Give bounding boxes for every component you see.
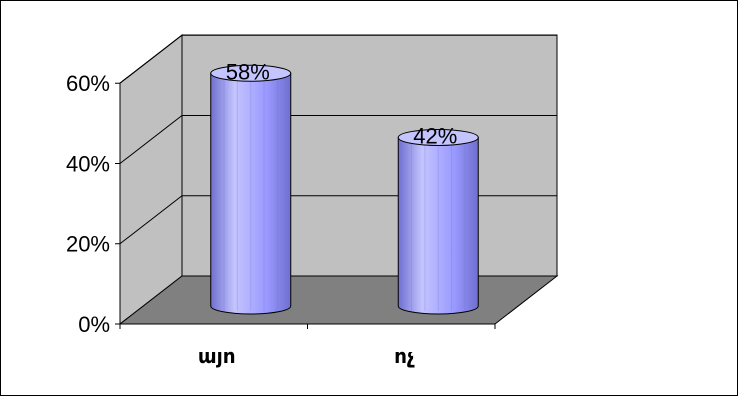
data-label: 42%	[413, 123, 457, 148]
bar-top-1	[210, 64, 292, 82]
y-tick-label: 40%	[66, 151, 110, 176]
data-label: 58%	[226, 59, 270, 84]
x-category-label: ոչ	[394, 344, 415, 368]
chart-side-wall	[119, 33, 183, 326]
gridline	[119, 34, 557, 84]
chart-floor	[118, 275, 559, 325]
bar-1	[210, 72, 292, 315]
y-tick-label: 20%	[66, 232, 110, 257]
gridline	[119, 114, 557, 164]
x-category-label: այո	[198, 344, 236, 368]
bar-top-2	[397, 128, 479, 146]
y-tick-label: 60%	[66, 71, 110, 96]
y-tick-label: 0%	[78, 312, 110, 337]
bar-2	[397, 136, 479, 315]
